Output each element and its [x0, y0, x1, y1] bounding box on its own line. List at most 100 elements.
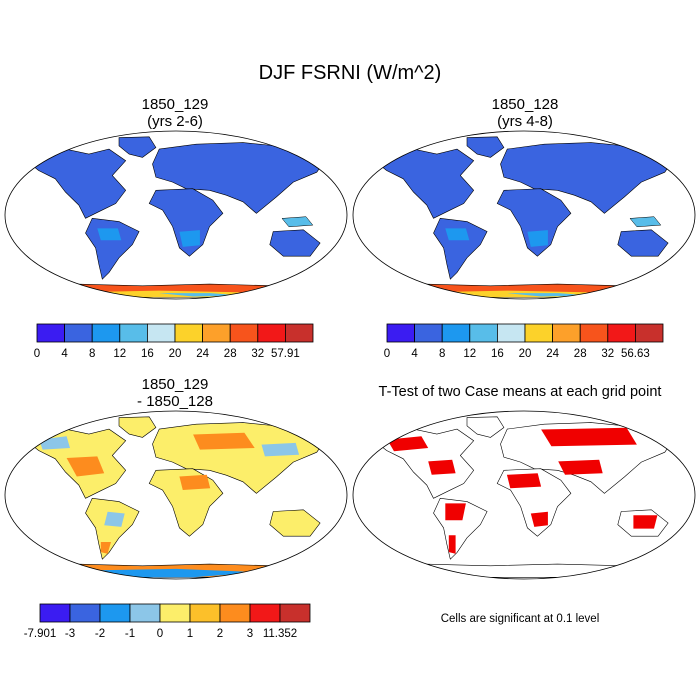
colorbar-tick-label: 8 — [89, 348, 95, 360]
colorbar-tick-label: 11.352 — [263, 628, 297, 640]
colorbar-swatch — [469, 323, 498, 343]
colorbar-tick-label: 8 — [439, 348, 445, 360]
colorbar-tick-label: -1 — [125, 628, 135, 640]
colorbar-tick-label: -2 — [95, 628, 105, 640]
significant-cells — [633, 515, 658, 529]
colorbar-swatch — [414, 323, 443, 343]
colorbar-tick-label: 12 — [113, 348, 126, 360]
colorbar-tick-label: 32 — [601, 348, 614, 360]
main-title: DJF FSRNI (W/m^2) — [258, 62, 442, 84]
colorbar-swatch — [552, 323, 581, 343]
map-panel — [352, 410, 696, 580]
continent-antarctica — [376, 563, 672, 578]
continent-greenland — [118, 136, 157, 158]
colorbar-swatch — [39, 603, 71, 623]
colorbar-swatch — [524, 323, 554, 343]
colorbar: 0 4 8 12 16 20 24 28 32 57.91 — [34, 323, 314, 360]
continent-greenland — [466, 416, 505, 438]
significant-cells — [428, 459, 456, 475]
colorbar-swatch — [119, 323, 148, 343]
significant-cells — [448, 535, 456, 554]
colorbar-tick-label: -3 — [65, 628, 75, 640]
colorbar-tick-label: 16 — [491, 348, 504, 360]
continent-australia — [269, 229, 321, 257]
colorbar-swatch — [129, 603, 161, 623]
significant-cells — [445, 503, 466, 521]
colorbar-tick-label: 28 — [224, 348, 237, 360]
panel-title-top-left: 1850_129 (yrs 2-6) — [75, 96, 275, 130]
warm-anomaly-patch — [66, 456, 105, 477]
maritime-continent — [629, 216, 662, 228]
colorbar-swatch — [229, 323, 259, 343]
continent-africa — [496, 188, 572, 257]
colorbar-tick-label: 4 — [411, 348, 418, 360]
panel-title-line2: - 1850_128 — [137, 393, 213, 410]
warm-anomaly-patch — [179, 474, 211, 490]
colorbar-tick-label: -7.901 — [24, 628, 57, 640]
map-panel — [4, 130, 348, 300]
cool-anomaly-patch — [261, 442, 300, 457]
colorbar-swatch — [579, 323, 609, 343]
colorbar-tick-label: 24 — [196, 348, 209, 360]
colorbar-tick-label: 28 — [574, 348, 587, 360]
colorbar-swatch — [64, 323, 93, 343]
colorbar-tick-label: 32 — [251, 348, 264, 360]
colorbar-swatch — [635, 323, 664, 343]
colorbar-tick-label: 20 — [169, 348, 182, 360]
map-border — [4, 410, 348, 580]
colorbar-tick-label: 0 — [384, 348, 390, 360]
panel-title-bottom-left: 1850_129 - 1850_128 — [75, 376, 275, 410]
south-america-patch — [445, 228, 470, 241]
colorbar-swatch — [496, 323, 526, 343]
colorbar-swatch — [159, 603, 191, 623]
maritime-continent — [281, 216, 314, 228]
panel-title-line1: 1850_128 — [491, 96, 559, 113]
colorbar-tick-label: 2 — [217, 628, 223, 640]
colorbar-tick-label: 3 — [247, 628, 253, 640]
significance-footnote: Cells are significant at 0.1 level — [440, 613, 600, 625]
colorbar-swatch — [607, 323, 636, 343]
colorbar-swatch — [189, 603, 221, 623]
significant-cells — [506, 473, 542, 489]
significant-cells — [387, 436, 429, 452]
map-border — [352, 130, 696, 300]
colorbar-swatch — [69, 603, 101, 623]
map-border — [352, 410, 696, 580]
colorbar-swatch — [279, 603, 311, 623]
colorbar-swatch — [441, 323, 471, 343]
colorbar-tick-label: 12 — [463, 348, 476, 360]
panel-title-line2: (yrs 4-8) — [497, 113, 553, 130]
africa-patch — [179, 230, 200, 247]
colorbar-tick-label: 16 — [141, 348, 154, 360]
colorbar-tick-label: 56.63 — [621, 348, 650, 360]
panel-title-bottom-right: T-Test of two Case means at each grid po… — [345, 384, 695, 401]
continent-africa — [148, 188, 224, 257]
colorbar-tick-label: 24 — [546, 348, 559, 360]
colorbar-swatch — [257, 323, 286, 343]
colorbar-tick-label: 1 — [187, 628, 193, 640]
continent-australia — [617, 229, 669, 257]
map-panel — [352, 130, 696, 300]
continent-southAmerica — [85, 497, 140, 560]
map-panel — [4, 410, 348, 580]
colorbar-tick-label: 0 — [157, 628, 163, 640]
panel-title-line1: 1850_129 — [141, 96, 209, 113]
significant-cells — [541, 427, 637, 447]
continent-northAmerica — [376, 148, 475, 219]
significant-cells — [558, 459, 603, 475]
colorbar-tick-label: 57.91 — [271, 348, 300, 360]
colorbar-swatch — [174, 323, 204, 343]
colorbar-swatch — [99, 603, 131, 623]
panel-title-line2: (yrs 2-6) — [147, 113, 203, 130]
colorbar-tick-label: 4 — [61, 348, 68, 360]
significant-cells — [530, 511, 548, 527]
colorbar-swatch — [36, 323, 66, 343]
colorbar-swatch — [284, 323, 314, 343]
colorbar-swatch — [249, 603, 281, 623]
continent-australia — [269, 509, 321, 537]
colorbar-swatch — [219, 603, 251, 623]
warm-anomaly-patch — [193, 432, 255, 450]
africa-patch — [527, 230, 548, 247]
continent-greenland — [118, 416, 157, 438]
